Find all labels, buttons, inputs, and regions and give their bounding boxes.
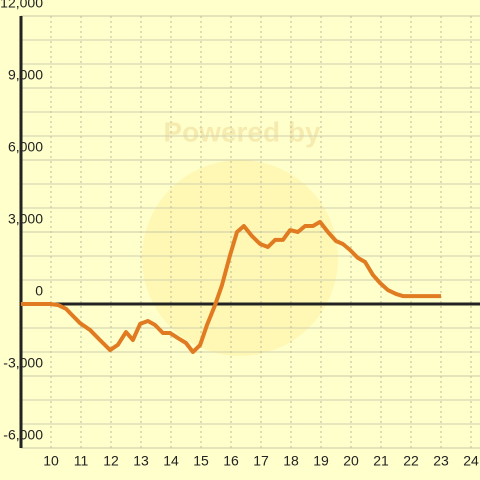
x-tick-label: 19 [313,453,329,469]
watermark-logo [142,160,338,356]
y-tick-label: 0 [35,283,43,299]
y-tick-label: -6,000 [3,427,43,443]
x-tick-label: 21 [373,453,389,469]
x-tick-label: 14 [163,453,179,469]
x-tick-label: 23 [433,453,449,469]
x-tick-label: 11 [74,453,89,469]
x-tick-label: 17 [253,453,269,469]
x-tick-label: 10 [43,453,59,469]
x-tick-label: 15 [193,453,209,469]
x-tick-label: 16 [223,453,239,469]
x-tick-label: 13 [133,453,149,469]
x-tick-label: 12 [103,453,119,469]
y-tick-label: -3,000 [3,355,43,371]
y-tick-label: 9,000 [8,67,43,83]
watermark: Powered by [163,116,321,147]
y-tick-label: 6,000 [8,139,43,155]
y-tick-label: 12,000 [0,0,43,11]
y-tick-label: 3,000 [8,211,43,227]
data-line [21,219,441,354]
x-tick-label: 18 [283,453,299,469]
x-tick-label: 22 [403,453,419,469]
x-tick-label: 24 [463,453,479,469]
x-tick-label: 20 [343,453,359,469]
